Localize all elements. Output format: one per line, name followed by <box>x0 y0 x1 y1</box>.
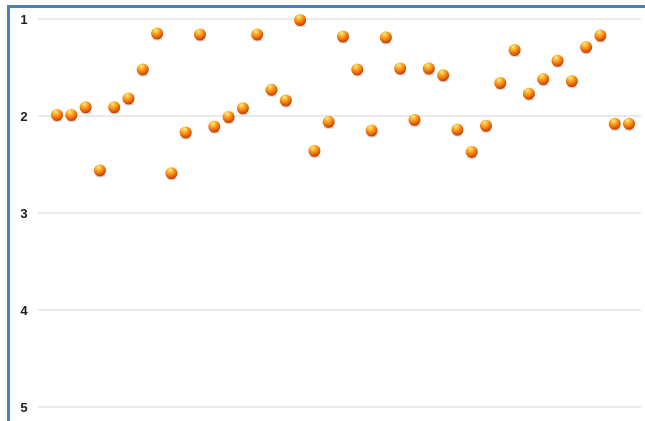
data-point <box>194 28 206 41</box>
data-point <box>451 123 464 136</box>
y-tick-label: 4 <box>20 303 28 318</box>
data-point <box>437 69 450 82</box>
data-point <box>594 29 607 42</box>
data-point <box>480 119 492 132</box>
data-point <box>93 164 106 177</box>
data-point <box>279 94 292 107</box>
data-point <box>494 77 507 90</box>
data-point <box>165 167 178 180</box>
data-point <box>408 113 421 126</box>
data-point <box>322 115 335 128</box>
data-point <box>365 124 378 137</box>
data-point <box>580 41 593 54</box>
data-point <box>265 83 278 96</box>
y-tick-label: 2 <box>20 109 27 124</box>
data-point <box>537 73 550 86</box>
data-point <box>222 110 235 123</box>
data-point <box>79 101 92 114</box>
data-point <box>351 63 364 76</box>
data-point <box>394 62 407 75</box>
data-point <box>208 120 221 133</box>
frame-left-border <box>7 5 10 421</box>
data-point <box>551 54 564 67</box>
gridlines <box>38 18 641 408</box>
data-point <box>379 31 392 44</box>
data-point <box>565 75 578 88</box>
data-point <box>294 13 307 26</box>
data-point <box>122 92 135 105</box>
data-point <box>608 117 621 130</box>
data-point <box>465 145 478 158</box>
data-point <box>236 102 249 115</box>
y-tick-label: 1 <box>20 12 27 27</box>
data-points <box>51 13 635 181</box>
y-tick-label: 3 <box>20 206 27 221</box>
data-point <box>508 44 521 57</box>
data-point <box>179 126 192 139</box>
data-point <box>522 87 535 100</box>
data-point <box>308 144 321 157</box>
data-point <box>337 30 349 43</box>
data-point <box>623 117 635 130</box>
data-point <box>151 27 164 40</box>
data-point <box>422 62 435 75</box>
data-point <box>251 28 264 41</box>
data-point <box>65 109 78 122</box>
y-tick-label: 5 <box>20 400 27 415</box>
y-axis-tick-labels: 1 2 3 4 5 <box>20 12 28 415</box>
data-point <box>51 109 63 122</box>
frame-top-border <box>10 5 645 8</box>
data-point <box>108 101 121 114</box>
data-point <box>136 63 149 76</box>
